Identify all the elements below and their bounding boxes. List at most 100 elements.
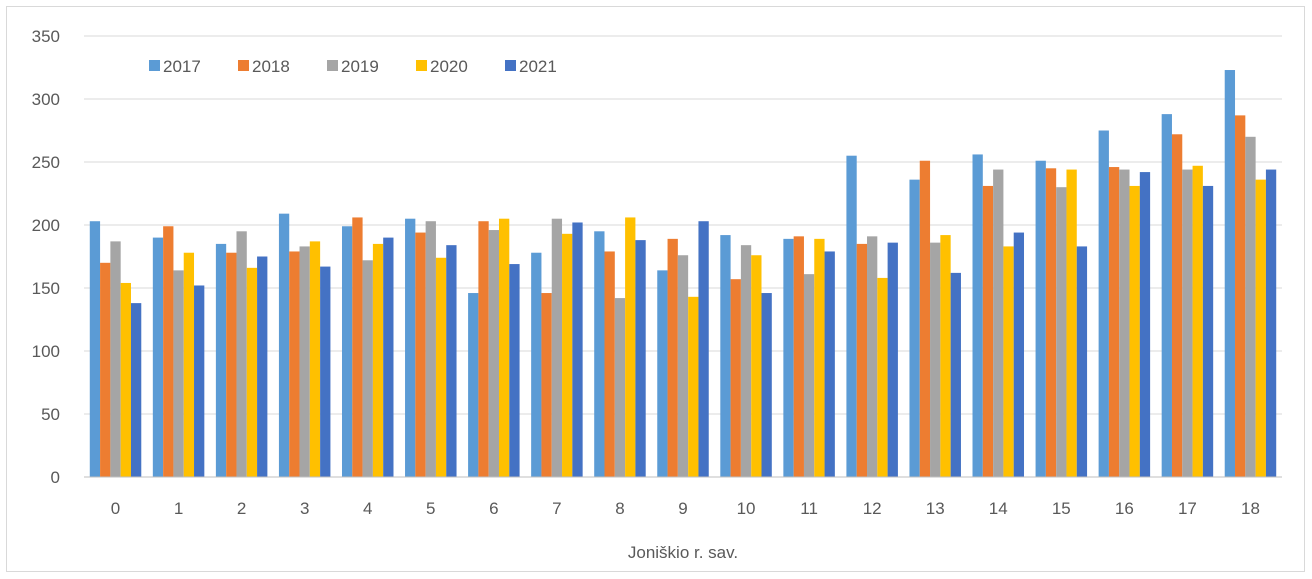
legend-swatch-2018 bbox=[238, 60, 249, 71]
bar-2020-15 bbox=[1066, 169, 1077, 477]
bar-2019-18 bbox=[1245, 136, 1256, 478]
legend-swatch-2021 bbox=[505, 60, 516, 71]
bar-2018-9 bbox=[667, 238, 678, 477]
bar-2018-10 bbox=[730, 279, 741, 477]
bar-2019-1 bbox=[173, 270, 184, 477]
bar-2021-12 bbox=[887, 242, 898, 477]
bar-2020-16 bbox=[1129, 185, 1140, 477]
bar-2020-10 bbox=[751, 255, 762, 477]
bar-2017-14 bbox=[972, 154, 983, 477]
bar-2020-14 bbox=[1003, 246, 1014, 477]
bar-2021-4 bbox=[383, 237, 394, 477]
bars bbox=[89, 70, 1277, 478]
bar-2019-6 bbox=[488, 230, 499, 477]
bar-2019-4 bbox=[362, 260, 373, 477]
y-tick-label: 250 bbox=[32, 153, 60, 172]
legend-label-2019: 2019 bbox=[341, 57, 379, 76]
bar-2017-18 bbox=[1224, 70, 1236, 478]
bar-2021-3 bbox=[320, 266, 331, 477]
legend-label-2018: 2018 bbox=[252, 57, 290, 76]
bar-2017-16 bbox=[1098, 130, 1109, 477]
bar-2019-15 bbox=[1056, 187, 1067, 477]
x-tick-label: 17 bbox=[1178, 499, 1197, 518]
bar-2021-5 bbox=[446, 245, 457, 477]
bar-2021-0 bbox=[130, 303, 142, 477]
y-tick-label: 200 bbox=[32, 216, 60, 235]
bar-2019-14 bbox=[993, 169, 1004, 477]
bar-2018-12 bbox=[856, 243, 868, 477]
x-tick-label: 9 bbox=[678, 499, 687, 518]
x-tick-label: 14 bbox=[989, 499, 1008, 518]
bar-2017-8 bbox=[594, 231, 605, 477]
y-tick-label: 350 bbox=[32, 27, 60, 46]
bar-2019-7 bbox=[551, 218, 563, 477]
x-tick-label: 16 bbox=[1115, 499, 1134, 518]
x-tick-label: 0 bbox=[111, 499, 120, 518]
legend-label-2021: 2021 bbox=[519, 57, 557, 76]
legend-swatch-2017 bbox=[149, 60, 160, 71]
bar-2017-2 bbox=[215, 243, 227, 477]
x-tick-label: 13 bbox=[926, 499, 945, 518]
bar-2021-2 bbox=[257, 256, 268, 477]
bar-2017-1 bbox=[152, 237, 164, 477]
bar-2020-13 bbox=[940, 235, 951, 477]
bar-2020-4 bbox=[372, 243, 384, 477]
bar-2017-4 bbox=[341, 226, 353, 477]
bar-2021-9 bbox=[698, 221, 709, 477]
bar-2020-12 bbox=[877, 277, 888, 477]
bar-2019-13 bbox=[930, 242, 941, 477]
bar-2017-6 bbox=[468, 293, 479, 477]
bar-2020-8 bbox=[625, 217, 636, 477]
bar-2020-6 bbox=[498, 218, 510, 477]
legend-swatch-2020 bbox=[416, 60, 427, 71]
x-tick-label: 10 bbox=[737, 499, 756, 518]
legend-swatch-2019 bbox=[327, 60, 338, 71]
y-tick-label: 0 bbox=[51, 468, 60, 487]
x-tick-label: 15 bbox=[1052, 499, 1071, 518]
bar-2021-8 bbox=[635, 240, 646, 477]
bar-2018-15 bbox=[1045, 168, 1057, 478]
legend-label-2017: 2017 bbox=[163, 57, 201, 76]
bar-2017-3 bbox=[278, 213, 290, 477]
bar-2018-6 bbox=[478, 221, 489, 477]
y-tick-label: 300 bbox=[32, 90, 60, 109]
bar-2018-2 bbox=[226, 252, 237, 477]
bar-2019-9 bbox=[677, 255, 689, 477]
x-tick-label: 4 bbox=[363, 499, 372, 518]
bar-2019-17 bbox=[1182, 169, 1193, 477]
bar-2019-5 bbox=[425, 221, 436, 477]
bar-2021-15 bbox=[1076, 246, 1088, 477]
bar-2018-5 bbox=[415, 232, 426, 477]
bar-2017-13 bbox=[909, 179, 920, 477]
x-tick-label: 18 bbox=[1241, 499, 1260, 518]
x-tick-label: 11 bbox=[800, 499, 818, 518]
y-tick-label: 50 bbox=[41, 405, 60, 424]
x-tick-label: 8 bbox=[615, 499, 624, 518]
bar-2017-15 bbox=[1035, 160, 1046, 478]
bar-2021-1 bbox=[194, 285, 205, 477]
bar-2020-3 bbox=[309, 241, 321, 477]
bar-2020-18 bbox=[1255, 179, 1266, 477]
legend-label-2020: 2020 bbox=[430, 57, 468, 76]
bar-2018-8 bbox=[604, 251, 615, 477]
bar-2021-13 bbox=[950, 272, 961, 477]
bar-2018-14 bbox=[982, 185, 994, 477]
bar-2021-6 bbox=[509, 264, 520, 477]
bar-2020-1 bbox=[183, 252, 195, 477]
bar-2019-2 bbox=[236, 231, 247, 477]
bar-2017-17 bbox=[1161, 114, 1172, 478]
bar-2019-10 bbox=[740, 245, 752, 477]
legend: 2017 2018 2019 2020 2021 bbox=[149, 57, 557, 76]
bar-2017-12 bbox=[846, 155, 857, 477]
bar-2021-18 bbox=[1265, 169, 1277, 477]
bar-2021-16 bbox=[1139, 172, 1151, 477]
bar-2021-14 bbox=[1013, 232, 1025, 477]
bar-2018-3 bbox=[289, 251, 300, 477]
bar-2017-9 bbox=[657, 270, 668, 477]
bar-2019-8 bbox=[614, 298, 626, 477]
bar-2021-10 bbox=[761, 293, 772, 477]
bar-2019-12 bbox=[867, 236, 878, 477]
bar-2019-3 bbox=[299, 246, 310, 477]
